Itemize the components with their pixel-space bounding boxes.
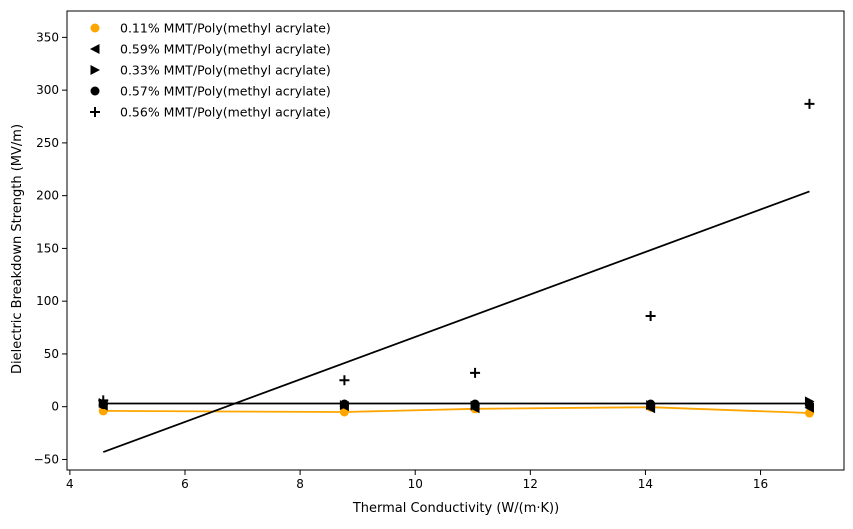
legend-marker-5 bbox=[90, 107, 100, 117]
legend-label-5: 0.56% MMT/Poly(methyl acrylate) bbox=[120, 105, 331, 120]
series-lines bbox=[102, 190, 810, 453]
legend-marker-2 bbox=[90, 44, 100, 54]
plot-frame bbox=[66, 10, 845, 471]
x-tick-label: 14 bbox=[638, 477, 653, 491]
legend-label-3: 0.33% MMT/Poly(methyl acrylate) bbox=[120, 63, 331, 78]
x-tick-label: 4 bbox=[66, 477, 74, 491]
legend-marker-3 bbox=[90, 65, 100, 75]
series-5-point bbox=[339, 375, 350, 386]
series-4-point bbox=[804, 400, 814, 410]
legend-marker-1 bbox=[90, 23, 100, 33]
legend-marker-4 bbox=[90, 86, 100, 96]
y-tick-label: −50 bbox=[34, 452, 59, 466]
x-tick-label: 10 bbox=[408, 477, 423, 491]
series-5-point bbox=[804, 98, 815, 109]
axes: 4 6 8 10 12 14 16 −50 0 50 100 150 200 250 300 350 bbox=[34, 10, 845, 491]
series-4-point bbox=[470, 399, 480, 409]
series-5-point bbox=[98, 395, 109, 406]
y-tick-label: 200 bbox=[36, 189, 59, 203]
x-tick-label: 8 bbox=[296, 477, 304, 491]
legend-label-4: 0.57% MMT/Poly(methyl acrylate) bbox=[120, 84, 331, 99]
legend-label-1: 0.11% MMT/Poly(methyl acrylate) bbox=[120, 21, 331, 36]
y-tick-label: 350 bbox=[36, 30, 59, 44]
series-4-point bbox=[646, 399, 656, 409]
legend: 0.11% MMT/Poly(methyl acrylate) 0.59% MMT… bbox=[90, 21, 331, 120]
y-tick-label: 250 bbox=[36, 136, 59, 150]
x-axis-label: Thermal Conductivity (W/(m·K)) bbox=[352, 501, 559, 516]
data-points bbox=[98, 98, 815, 418]
y-axis-label: Dielectric Breakdown Strength (MV/m) bbox=[10, 124, 25, 374]
x-tick-label: 16 bbox=[753, 477, 768, 491]
y-tick-label: 150 bbox=[36, 241, 59, 255]
y-tick-label: 50 bbox=[44, 347, 59, 361]
legend-label-2: 0.59% MMT/Poly(methyl acrylate) bbox=[120, 42, 331, 57]
x-tick-label: 6 bbox=[181, 477, 189, 491]
x-tick-label: 12 bbox=[523, 477, 538, 491]
series-4-point bbox=[339, 399, 349, 409]
series-5-fit-line bbox=[102, 190, 810, 453]
series-5-point bbox=[645, 310, 656, 321]
series-5-point bbox=[470, 367, 481, 378]
y-tick-label: 0 bbox=[51, 400, 59, 414]
y-tick-label: 300 bbox=[36, 83, 59, 97]
y-tick-label: 100 bbox=[36, 294, 59, 308]
